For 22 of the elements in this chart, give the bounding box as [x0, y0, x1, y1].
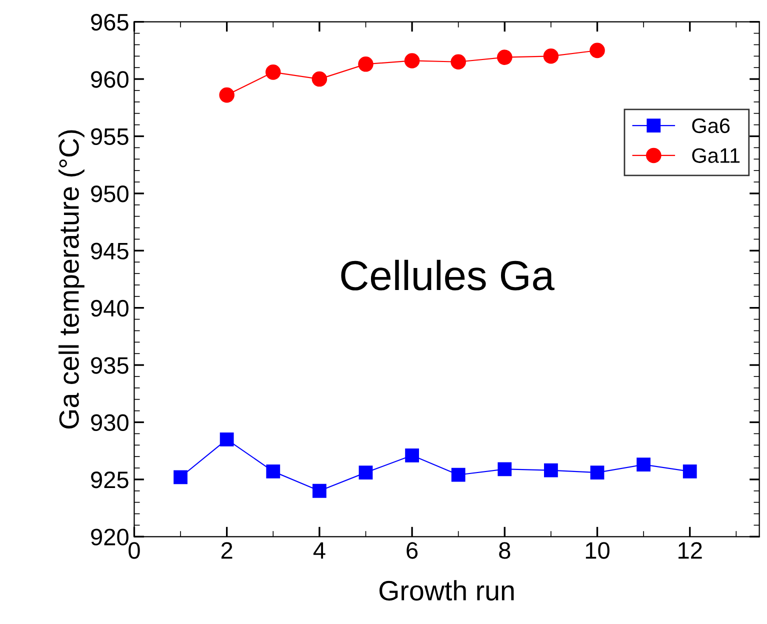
- x-tick-label: 4: [313, 542, 326, 559]
- legend-label: Ga6: [692, 118, 730, 134]
- x-tick-label: 8: [499, 542, 510, 559]
- y-axis-title: Ga cell temperature (°C): [58, 130, 84, 428]
- x-tick-label: 2: [221, 542, 232, 559]
- legend-label: Ga11: [692, 148, 740, 163]
- y-tick-label: 950: [91, 186, 128, 202]
- y-tick-label: 935: [91, 357, 128, 374]
- y-tick-label: 930: [91, 414, 128, 432]
- y-tick-label: 945: [91, 242, 128, 260]
- x-axis-title: Growth run: [379, 580, 514, 601]
- y-tick-label: 925: [91, 472, 128, 488]
- y-tick-label: 960: [91, 71, 128, 88]
- y-tick-label: 955: [91, 128, 128, 146]
- y-tick-label: 965: [91, 14, 128, 31]
- annotation: Cellules Ga: [341, 260, 554, 290]
- y-tick-label: 920: [91, 528, 128, 546]
- y-tick-label: 940: [91, 300, 128, 317]
- x-tick-label: 6: [406, 542, 418, 559]
- x-tick-label: 0: [128, 542, 140, 559]
- x-tick-label: 12: [678, 542, 702, 559]
- x-tick-label: 10: [586, 542, 610, 559]
